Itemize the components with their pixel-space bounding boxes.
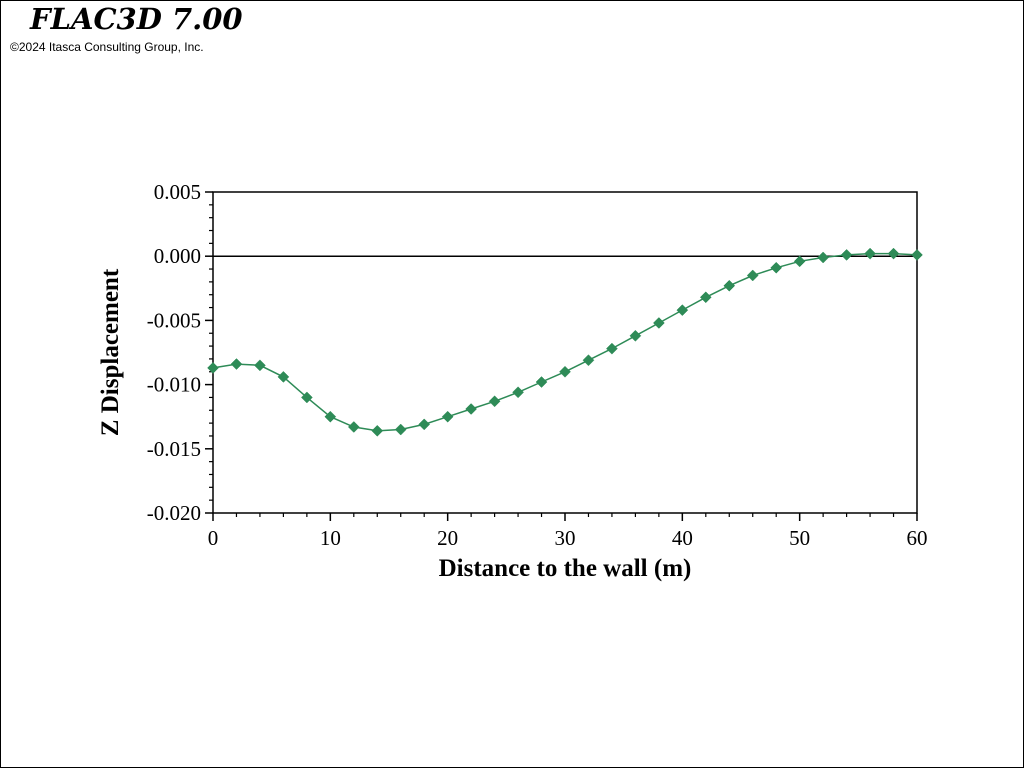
data-point-marker bbox=[723, 279, 736, 292]
x-tick-label: 0 bbox=[208, 526, 219, 550]
plot-area-border bbox=[212, 191, 918, 514]
y-tick-label: 0.005 bbox=[154, 180, 201, 204]
data-point-marker bbox=[488, 395, 501, 408]
y-tick-label: -0.015 bbox=[147, 437, 201, 461]
x-tick-label: 40 bbox=[672, 526, 693, 550]
app-title: FLAC3D 7.00 bbox=[30, 2, 243, 36]
x-tick-label: 60 bbox=[907, 526, 928, 550]
y-tick-label: -0.010 bbox=[147, 373, 201, 397]
data-point-marker bbox=[817, 251, 829, 264]
data-point-marker bbox=[535, 376, 548, 388]
data-point-marker bbox=[512, 386, 524, 399]
data-point-marker bbox=[254, 359, 266, 372]
data-point-marker bbox=[606, 342, 618, 355]
data-point-marker bbox=[277, 371, 290, 383]
data-point-marker bbox=[840, 249, 853, 261]
data-point-marker bbox=[347, 421, 360, 433]
data-point-marker bbox=[676, 304, 689, 316]
data-point-marker bbox=[699, 291, 712, 304]
y-tick-label: -0.020 bbox=[147, 501, 201, 525]
y-tick-label: -0.005 bbox=[147, 308, 201, 332]
y-tick-label: 0.000 bbox=[154, 244, 201, 268]
data-point-marker bbox=[911, 249, 923, 261]
data-point-marker bbox=[770, 261, 783, 274]
x-tick-label: 30 bbox=[555, 526, 576, 550]
data-point-marker bbox=[465, 403, 477, 415]
x-tick-label: 20 bbox=[437, 526, 458, 550]
data-point-marker bbox=[441, 410, 454, 423]
data-point-marker bbox=[394, 423, 407, 436]
x-axis-title: Distance to the wall (m) bbox=[439, 555, 692, 582]
data-point-marker bbox=[559, 365, 571, 378]
data-point-marker bbox=[371, 424, 384, 437]
data-point-marker bbox=[324, 410, 337, 423]
data-point-marker bbox=[582, 354, 595, 367]
series-line bbox=[212, 252, 918, 432]
data-point-marker bbox=[230, 358, 243, 370]
copyright-text: ©2024 Itasca Consulting Group, Inc. bbox=[10, 40, 204, 54]
data-point-marker bbox=[887, 247, 900, 260]
data-point-marker bbox=[629, 329, 642, 342]
data-point-marker bbox=[418, 418, 431, 431]
x-tick-label: 10 bbox=[320, 526, 341, 550]
data-point-marker bbox=[301, 391, 313, 404]
data-point-marker bbox=[793, 255, 806, 268]
data-point-marker bbox=[653, 317, 665, 329]
x-tick-label: 50 bbox=[789, 526, 810, 550]
y-axis-title: Z Displacement bbox=[97, 268, 124, 436]
data-point-marker bbox=[746, 269, 759, 282]
data-point-marker bbox=[207, 362, 219, 374]
data-point-marker bbox=[864, 247, 876, 260]
